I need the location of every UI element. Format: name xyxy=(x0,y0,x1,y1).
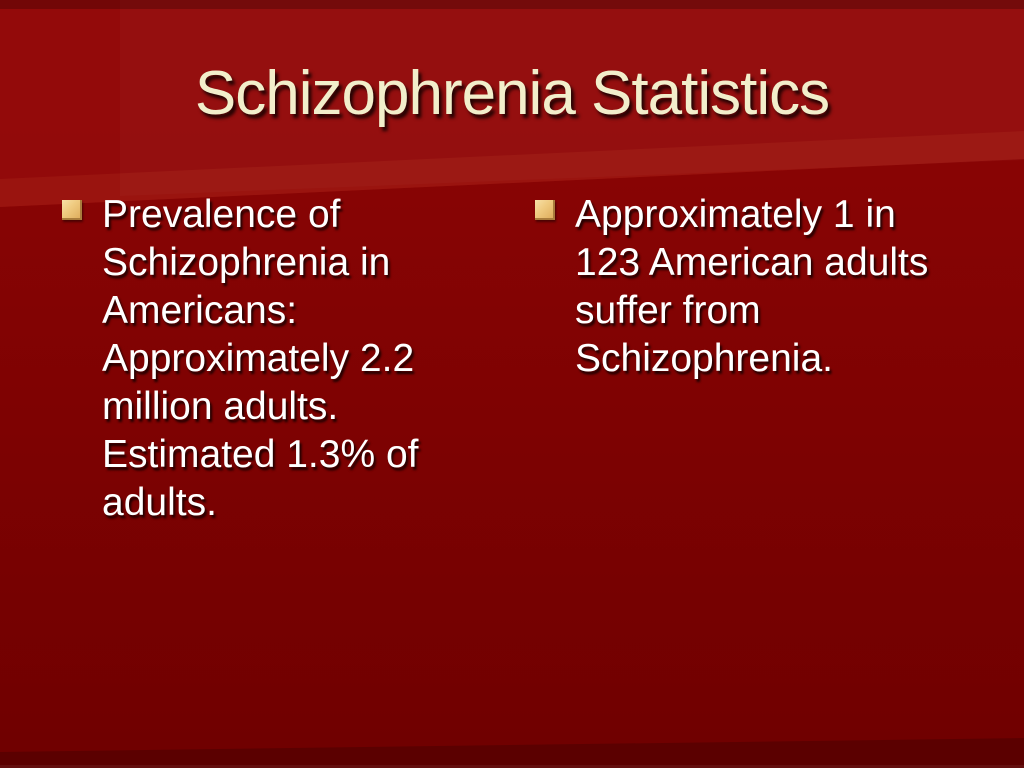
bullet-square-icon xyxy=(535,200,555,220)
slide-title: Schizophrenia Statistics xyxy=(194,59,830,128)
bullet-text-right: Approximately 1 in 123 American adults s… xyxy=(575,193,929,380)
background-top-strip xyxy=(0,0,1024,9)
background-upper-band xyxy=(0,0,1024,207)
bullet-item-left: Prevalence of Schizophrenia in Americans… xyxy=(62,191,487,527)
bullet-square-icon xyxy=(62,200,82,220)
background-bottom-wedge xyxy=(0,738,1024,768)
background-diagonal-strip xyxy=(0,131,1024,207)
bullet-item-right: Approximately 1 in 123 American adults s… xyxy=(535,191,975,383)
bullet-text-left: Prevalence of Schizophrenia in Americans… xyxy=(102,193,419,524)
background-bottom-edge-line xyxy=(0,765,1024,768)
